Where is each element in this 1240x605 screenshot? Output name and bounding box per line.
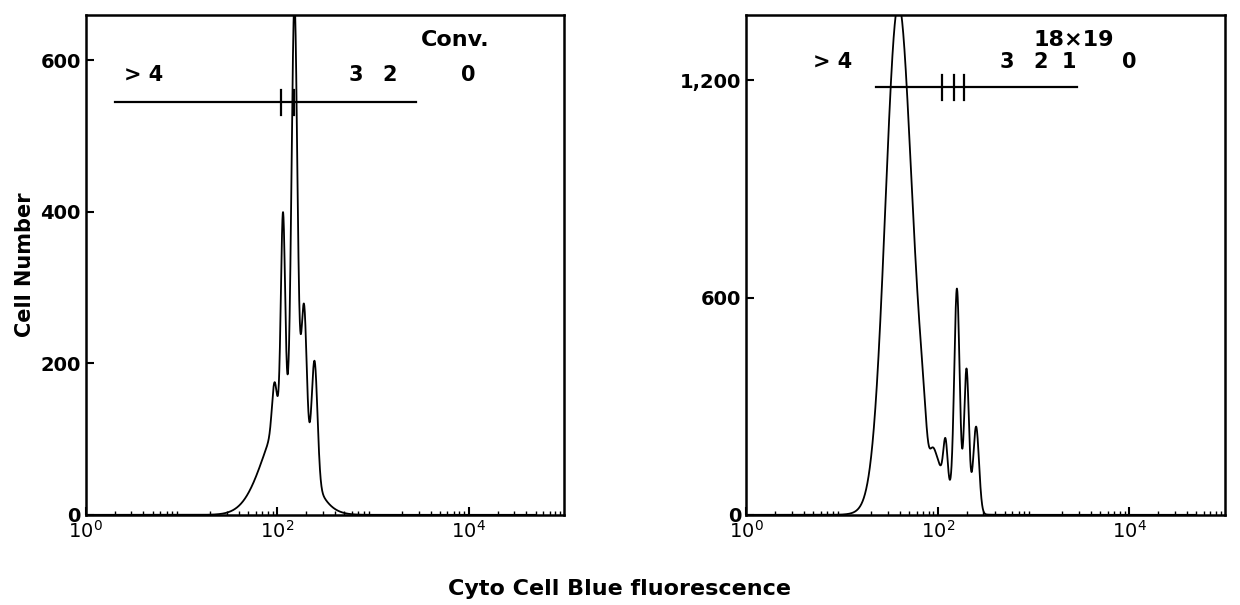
Text: > 4: > 4 [813,53,853,73]
Text: 1: 1 [1063,53,1076,73]
Text: 18×19: 18×19 [1033,30,1114,50]
Text: 3: 3 [999,53,1014,73]
Text: 2: 2 [1033,53,1048,73]
Text: 0: 0 [461,65,476,85]
Text: 2: 2 [382,65,397,85]
Text: 3: 3 [348,65,363,85]
Text: Cyto Cell Blue fluorescence: Cyto Cell Blue fluorescence [449,579,791,599]
Text: Conv.: Conv. [420,30,490,50]
Text: > 4: > 4 [124,65,164,85]
Y-axis label: Cell Number: Cell Number [15,192,35,337]
Text: 0: 0 [1122,53,1137,73]
